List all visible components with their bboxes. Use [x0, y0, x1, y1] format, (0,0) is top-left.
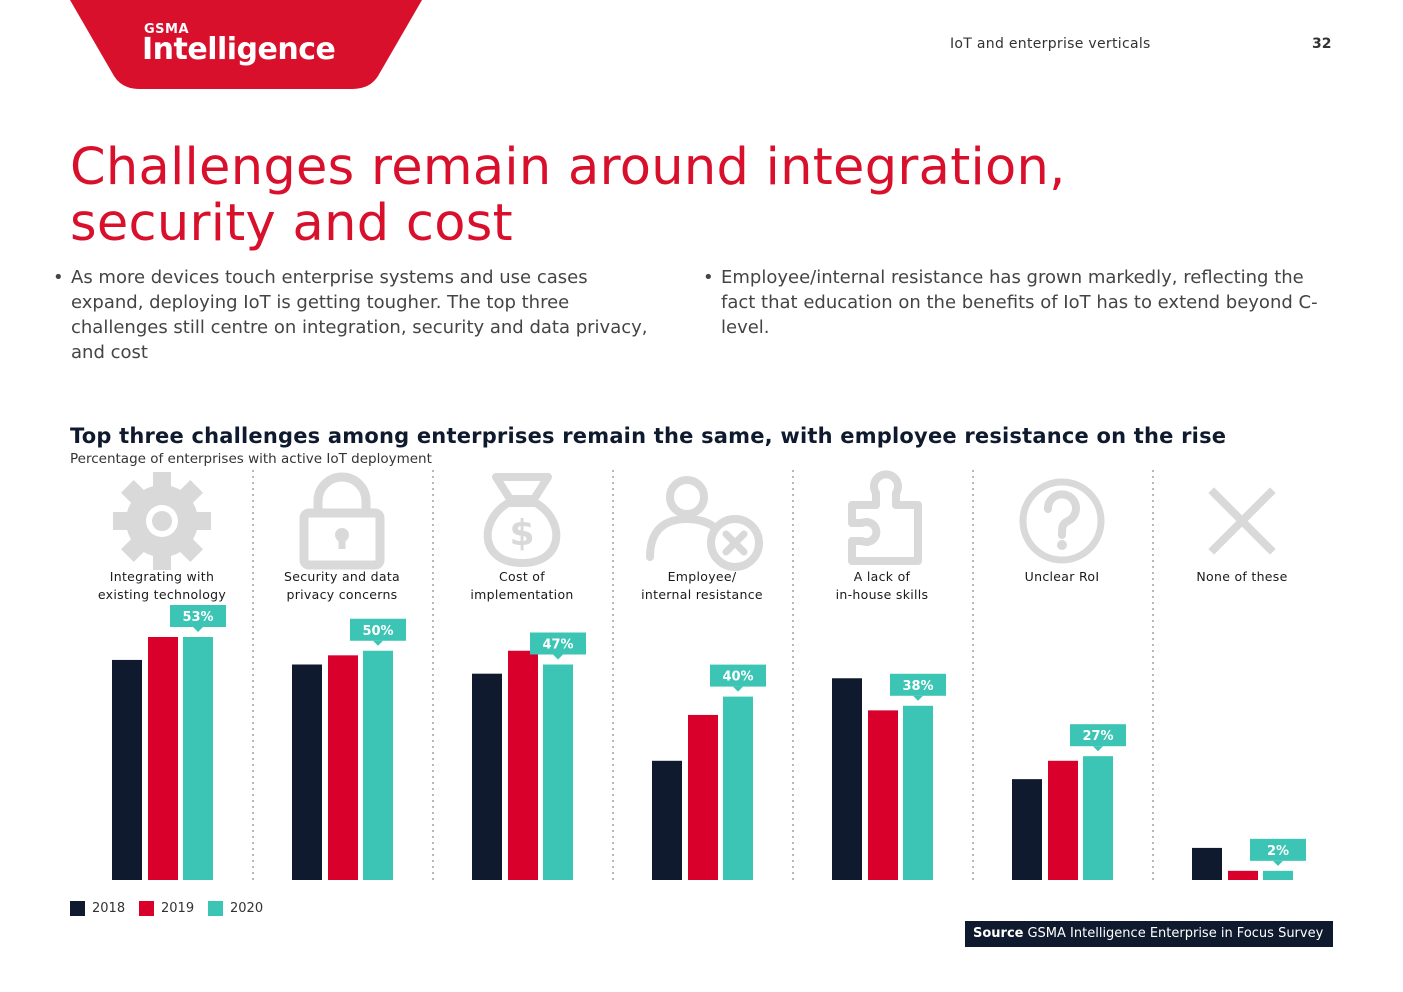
- person-reject-icon: [646, 476, 763, 571]
- legend-item: 2019: [139, 900, 194, 916]
- legend-label: 2020: [230, 900, 264, 916]
- bar-2019: [688, 714, 718, 880]
- legend-swatch: [70, 900, 85, 916]
- category-label: Employee/internal resistance: [641, 569, 763, 602]
- bar-2020: [1083, 756, 1113, 880]
- source-note: Source GSMA Intelligence Enterprise in Fo…: [965, 921, 1333, 947]
- page-title: Challenges remain around integration, se…: [70, 138, 1066, 253]
- svg-text:27%: 27%: [1082, 729, 1113, 744]
- bar-2020: [543, 664, 573, 880]
- bar-2020: [723, 696, 753, 880]
- svg-text:38%: 38%: [902, 679, 933, 694]
- bar-2019: [508, 650, 538, 880]
- bar-2018: [112, 659, 142, 880]
- bar-2018: [1012, 779, 1042, 880]
- brand-logo: GSMA Intelligence: [0, 0, 430, 92]
- logo-intelligence-text: Intelligence: [142, 32, 336, 67]
- category-label: Cost of implementation: [470, 569, 573, 602]
- bar-2018: [292, 664, 322, 880]
- data-label: 40%: [710, 664, 766, 692]
- data-label: 38%: [890, 673, 946, 701]
- bullet-item: • As more devices touch enterprise syste…: [53, 267, 648, 363]
- bar-2018: [652, 760, 682, 880]
- source-label: Source: [973, 926, 1024, 941]
- page-number: 32: [1312, 36, 1332, 52]
- bar-2020: [1263, 870, 1293, 880]
- bar-2020: [363, 650, 393, 880]
- category-label: None of these: [1196, 569, 1287, 584]
- svg-text:53%: 53%: [182, 610, 213, 625]
- bullet-item: • Employee/internal resistance has grown…: [703, 267, 1318, 338]
- bar-2019: [868, 710, 898, 880]
- data-label: 27%: [1070, 724, 1126, 752]
- chart-title: Top three challenges among enterprises r…: [70, 424, 1227, 448]
- data-label: 53%: [170, 605, 226, 632]
- padlock-icon: [299, 472, 385, 570]
- legend-item: 2020: [208, 900, 263, 916]
- money-bag-icon: $: [483, 473, 561, 568]
- legend-swatch: [208, 900, 223, 916]
- bar-2018: [472, 673, 502, 880]
- bar-2019: [148, 637, 178, 880]
- data-label: 47%: [530, 632, 586, 660]
- bar-2018: [832, 678, 862, 880]
- svg-text:2%: 2%: [1267, 844, 1289, 859]
- bar-2019: [1228, 870, 1258, 880]
- svg-text:40%: 40%: [722, 670, 753, 685]
- bar-2019: [1048, 760, 1078, 880]
- legend-swatch: [139, 900, 154, 916]
- bullet-text: Employee/internal resistance has grown m…: [721, 267, 1318, 338]
- data-label: 50%: [350, 618, 406, 646]
- svg-text:$: $: [509, 513, 534, 554]
- category-label: Unclear RoI: [1025, 569, 1100, 584]
- legend-label: 2018: [92, 900, 126, 916]
- chart-subtitle: Percentage of enterprises with active Io…: [70, 451, 432, 467]
- section-name: IoT and enterprise verticals: [950, 36, 1151, 52]
- legend-label: 2019: [161, 900, 195, 916]
- legend-item: 2018: [70, 900, 125, 916]
- gear-icon: [113, 472, 211, 570]
- cross-icon: [1208, 487, 1276, 555]
- logo-gsma-text: GSMA: [144, 22, 190, 37]
- svg-text:50%: 50%: [362, 624, 393, 639]
- bullet-text: As more devices touch enterprise systems…: [71, 267, 648, 363]
- bar-2018: [1192, 847, 1222, 880]
- svg-text:47%: 47%: [542, 638, 573, 653]
- data-label: 2%: [1250, 838, 1306, 866]
- category-label: A lack of in-house skills: [836, 569, 929, 602]
- category-label: Integrating with existing technology: [98, 569, 226, 602]
- bar-2019: [328, 655, 358, 880]
- bar-2020: [903, 705, 933, 880]
- question-circle-icon: [1019, 478, 1105, 564]
- category-label: Security and data privacy concerns: [284, 569, 400, 602]
- bar-2020: [183, 637, 213, 880]
- source-text: GSMA Intelligence Enterprise in Focus Su…: [1027, 926, 1324, 941]
- puzzle-piece-icon: [848, 470, 922, 565]
